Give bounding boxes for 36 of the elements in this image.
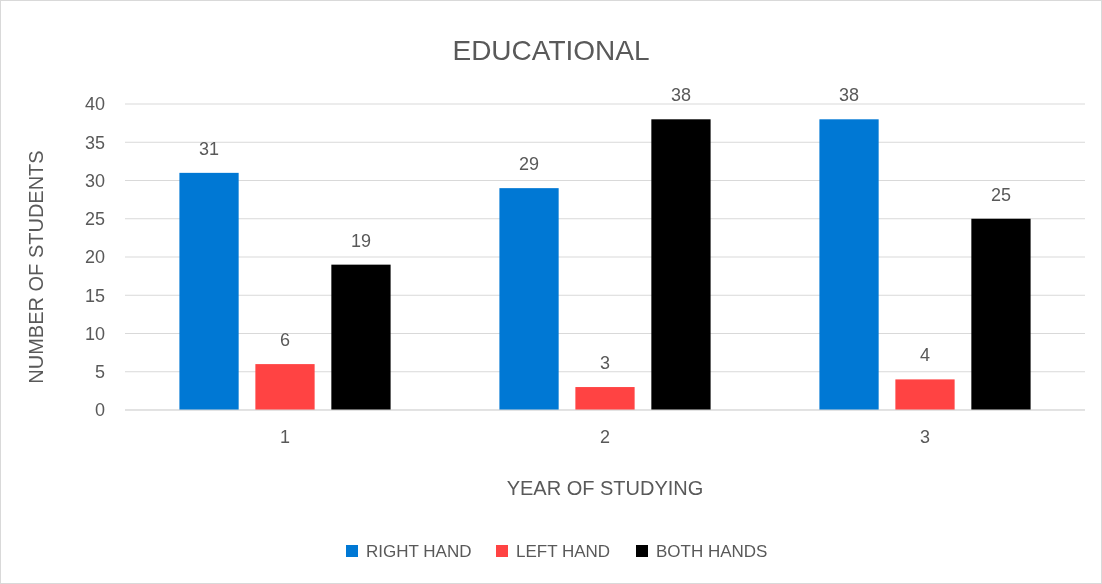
y-tick-label: 15 bbox=[84, 285, 105, 306]
y-tick-label: 20 bbox=[84, 247, 105, 268]
y-tick-label: 25 bbox=[84, 209, 105, 230]
data-label: 19 bbox=[350, 230, 371, 251]
x-axis-title: YEAR OF STUDYING bbox=[506, 477, 704, 499]
bar bbox=[971, 218, 1031, 410]
bar bbox=[179, 172, 239, 410]
y-tick-label: 5 bbox=[94, 362, 105, 383]
bar bbox=[895, 379, 955, 410]
data-label: 31 bbox=[199, 138, 220, 159]
legend-label: BOTH HANDS bbox=[656, 541, 768, 561]
bar bbox=[255, 364, 315, 410]
legend-label: LEFT HAND bbox=[516, 541, 611, 561]
legend-label: RIGHT HAND bbox=[366, 541, 472, 561]
y-tick-label: 35 bbox=[84, 132, 105, 153]
bar bbox=[575, 387, 635, 410]
bar bbox=[651, 119, 711, 410]
x-tick-label: 2 bbox=[599, 427, 611, 447]
x-tick-label: 3 bbox=[919, 427, 931, 447]
data-label: 38 bbox=[839, 85, 860, 106]
data-label: 25 bbox=[990, 184, 1011, 205]
y-tick-label: 0 bbox=[94, 400, 105, 421]
bar bbox=[819, 119, 879, 410]
y-axis-title: NUMBER OF STUDENTS bbox=[25, 150, 47, 384]
data-label: 4 bbox=[919, 345, 931, 366]
y-tick-label: 30 bbox=[84, 170, 105, 191]
x-tick-label: 1 bbox=[279, 427, 291, 447]
bar bbox=[331, 264, 391, 410]
data-label: 3 bbox=[599, 353, 611, 374]
bar bbox=[499, 188, 559, 410]
data-label: 38 bbox=[670, 85, 691, 106]
data-label: 6 bbox=[279, 330, 291, 351]
chart-title: EDUCATIONAL bbox=[452, 35, 650, 66]
y-tick-label: 10 bbox=[84, 323, 105, 344]
data-label: 29 bbox=[519, 154, 540, 175]
y-tick-label: 40 bbox=[84, 94, 105, 115]
